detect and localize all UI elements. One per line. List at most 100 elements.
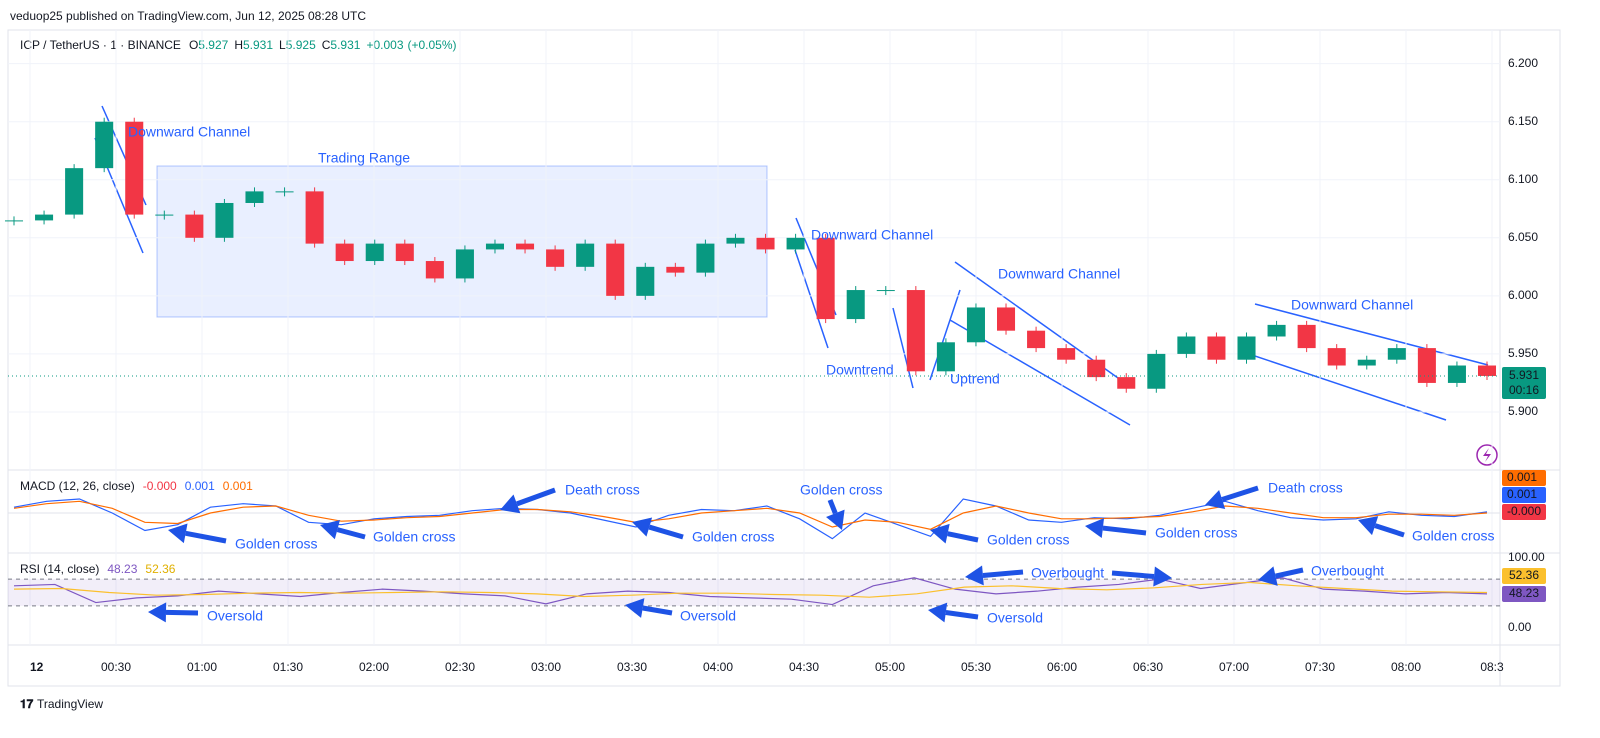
macd-legend: MACD (12, 26, close) -0.000 0.001 0.001: [20, 479, 253, 493]
macd-line: [13, 498, 1488, 540]
annotation: Death cross: [565, 482, 640, 498]
candle: [606, 243, 625, 296]
candle: [636, 266, 655, 296]
candle: [1177, 336, 1196, 354]
candle: [125, 121, 144, 215]
price-badge-countdown: 00:16: [1509, 383, 1539, 397]
candle: [1297, 324, 1316, 349]
candle: [906, 290, 925, 372]
candle: [305, 191, 324, 244]
candle: [1267, 324, 1286, 337]
time-label: 01:30: [273, 660, 303, 674]
legend-value: 5.927: [198, 38, 228, 52]
annotation: Downward Channel: [811, 227, 933, 243]
arrow-shaft: [945, 610, 979, 620]
candle: [546, 249, 565, 267]
legend-value: O: [189, 38, 198, 52]
arrow-shaft: [165, 609, 199, 616]
macd-badge: [1502, 487, 1546, 503]
legend-value: MACD (12, 26, close): [20, 479, 135, 493]
price-tick-label: 6.200: [1508, 56, 1538, 70]
legend-value: 5.931: [330, 38, 360, 52]
candle: [365, 243, 384, 262]
arrow-shaft: [1374, 523, 1405, 538]
legend-value: 5.931: [243, 38, 273, 52]
candle: [395, 243, 414, 262]
published-line: veduop25 published on TradingView.com, J…: [10, 9, 366, 23]
rsi-legend: RSI (14, close) 48.23 52.36: [20, 562, 176, 576]
time-label: 00:30: [101, 660, 131, 674]
price-tick-label: 6.150: [1508, 114, 1538, 128]
candle: [155, 214, 174, 216]
arrow-head: [928, 602, 948, 623]
annotation: Golden cross: [373, 529, 455, 545]
brand-name: TradingView: [37, 697, 103, 711]
price-tick-label: 6.050: [1508, 230, 1538, 244]
annotation: Golden cross: [1155, 525, 1237, 541]
time-label: 12: [30, 660, 44, 674]
arrow-shaft: [516, 487, 556, 507]
arrow-head: [1153, 566, 1172, 587]
candle: [1447, 365, 1466, 383]
arrow-head: [320, 519, 340, 540]
legend-value: ICP / TetherUS · 1 · BINANCE: [20, 38, 181, 52]
candle: [35, 214, 54, 221]
legend-value: L: [279, 38, 286, 52]
rsi-badge: [1502, 568, 1546, 584]
annotation: Golden cross: [987, 532, 1069, 548]
uptrend-line: [929, 289, 961, 381]
candle: [1327, 348, 1346, 366]
candle: [666, 266, 685, 273]
channel-line: [954, 261, 1119, 379]
candle: [1387, 348, 1406, 360]
candle: [876, 290, 895, 292]
candle: [485, 243, 504, 250]
arrow-shaft: [642, 605, 673, 616]
time-label: 04:00: [703, 660, 733, 674]
rsi-badge-label: 52.36: [1509, 568, 1539, 582]
arrow-head: [1205, 489, 1226, 510]
candle: [936, 342, 955, 372]
symbol-legend: ICP / TetherUS · 1 · BINANCE O5.927 H5.931…: [20, 38, 457, 52]
price-tick-label: 6.000: [1508, 288, 1538, 302]
downtrend-line: [892, 307, 914, 389]
price-tick-label: 5.950: [1508, 346, 1538, 360]
candle: [1147, 353, 1166, 389]
candle: [335, 243, 354, 262]
macd-badge-label: 0.001: [1507, 487, 1537, 501]
candle: [275, 191, 294, 193]
arrow-head: [1358, 516, 1379, 536]
annotation: Uptrend: [950, 371, 1000, 387]
time-label: 08:00: [1391, 660, 1421, 674]
annotation: Trading Range: [318, 150, 410, 166]
candle: [1057, 348, 1076, 360]
macd-badge: [1502, 470, 1546, 486]
price-badge: [1502, 366, 1546, 399]
candle: [516, 243, 535, 250]
candle: [696, 243, 715, 273]
annotation: Downward Channel: [128, 124, 250, 140]
legend-value: +0.003: [366, 38, 403, 52]
candle: [1117, 377, 1136, 389]
annotation: Oversold: [207, 608, 263, 624]
legend-value: C: [322, 38, 331, 52]
candle: [215, 202, 234, 238]
macd-badge: [1502, 504, 1546, 520]
arrow-shaft: [1102, 525, 1147, 536]
annotation: Oversold: [680, 608, 736, 624]
arrow-head: [826, 509, 845, 530]
macd-badge-label: -0.000: [1507, 504, 1541, 518]
candle: [1417, 348, 1436, 383]
signal-line: [13, 500, 1488, 530]
candle: [65, 168, 84, 215]
legend-value: 5.925: [286, 38, 316, 52]
candle: [455, 249, 474, 279]
time-label: 06:30: [1133, 660, 1163, 674]
candle: [425, 261, 444, 279]
candle: [816, 237, 835, 320]
time-label: 03:30: [617, 660, 647, 674]
channel-line: [794, 249, 829, 349]
arrow-shaft: [827, 499, 838, 515]
